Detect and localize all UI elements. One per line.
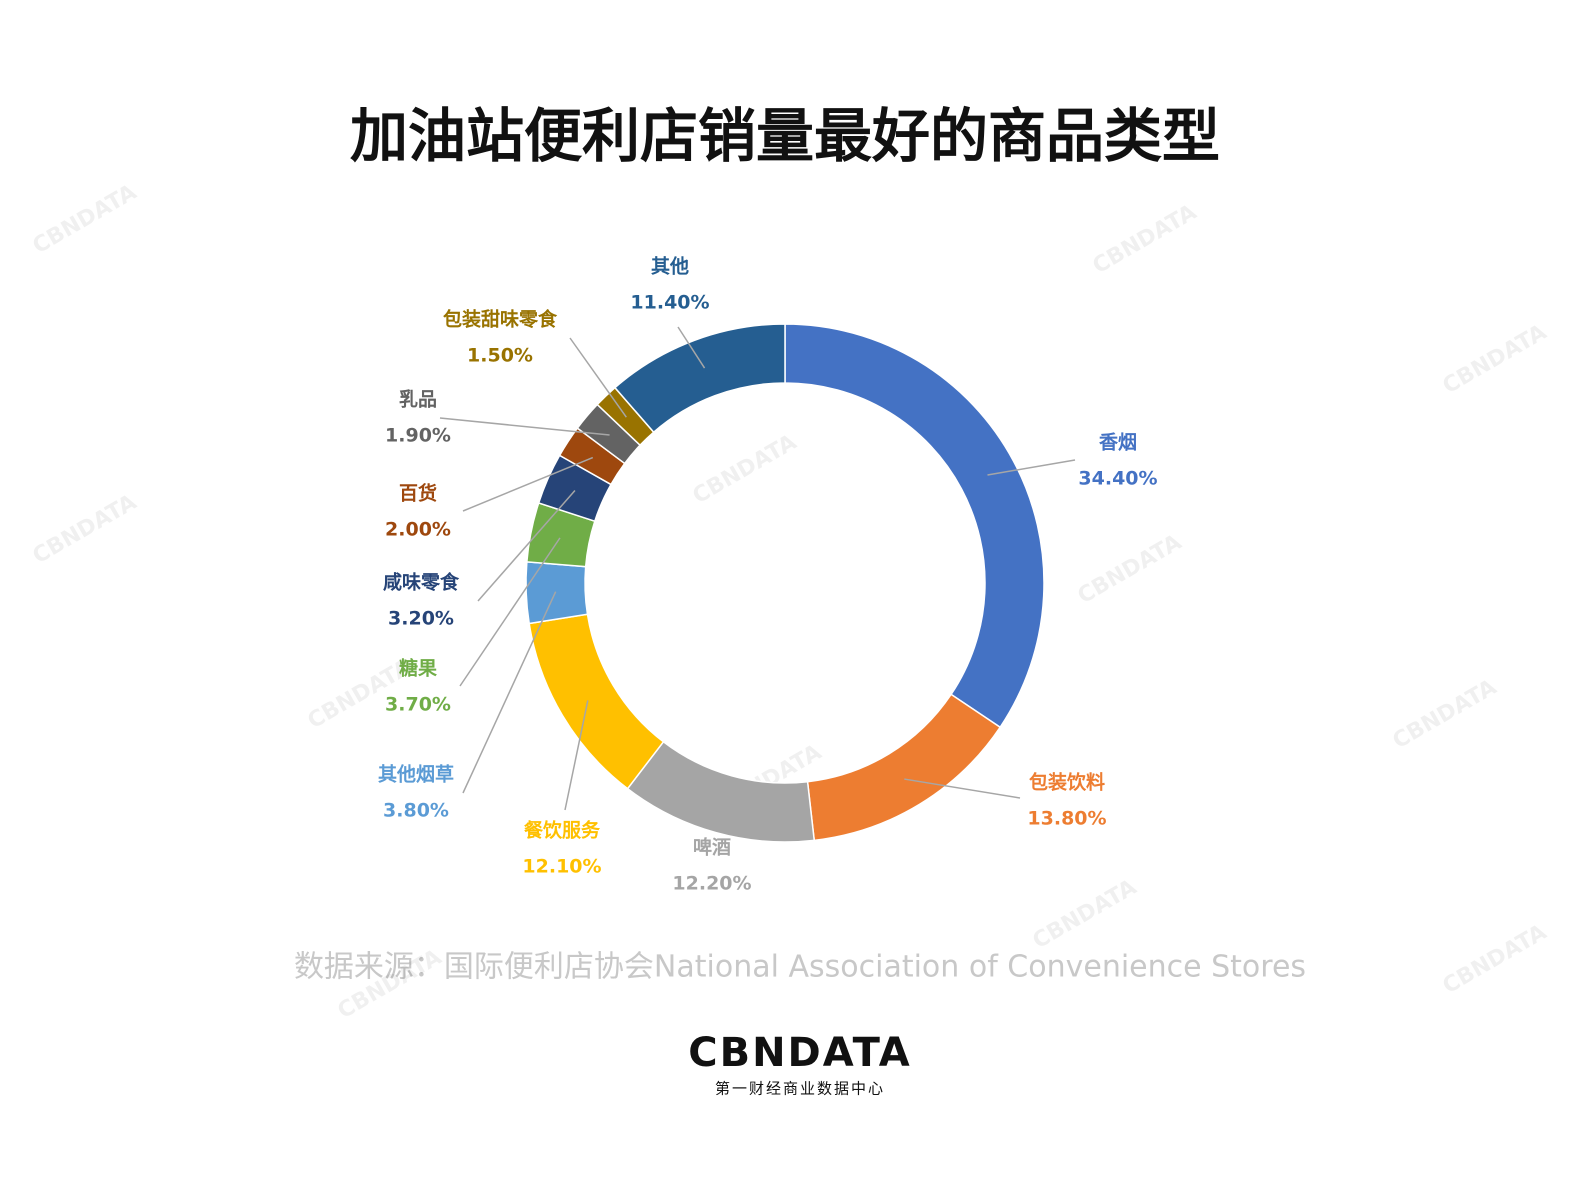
- value-label: 13.80%: [1027, 808, 1106, 830]
- leader-line: [677, 326, 706, 369]
- source: 数据来源：国际便利店协会National Association of Conv…: [294, 950, 1306, 985]
- value-label: 11.40%: [630, 292, 709, 314]
- watermark: CBNDATA: [1029, 875, 1141, 954]
- slice: [613, 323, 786, 434]
- leader-line: [904, 778, 1021, 799]
- watermark: CBNDATA: [1439, 320, 1551, 399]
- category-label: 啤酒: [693, 836, 731, 859]
- leader-line: [569, 337, 627, 418]
- value-label: 3.70%: [385, 694, 451, 716]
- watermark: CBNDATA: [1074, 530, 1186, 609]
- category-label: 咸味零食: [383, 571, 460, 594]
- category-label: 香烟: [1098, 431, 1137, 454]
- watermark: CBNDATA: [29, 490, 141, 569]
- watermark: CBNDATA: [689, 430, 801, 509]
- category-label: 其他: [651, 255, 689, 278]
- slice: [528, 613, 665, 790]
- category-label: 糖果: [399, 657, 437, 680]
- logo-name: CBNDATA: [688, 1030, 912, 1076]
- leader-line: [987, 459, 1076, 476]
- watermark: CBNDATA: [1439, 920, 1551, 999]
- category-label: 餐饮服务: [524, 819, 601, 842]
- value-label: 12.10%: [522, 856, 601, 878]
- logo-subtitle: 第一财经商业数据中心: [715, 1080, 885, 1098]
- leader-line: [564, 700, 589, 811]
- leader-line: [477, 490, 576, 602]
- leader-line: [459, 537, 561, 687]
- value-label: 34.40%: [1078, 468, 1157, 490]
- watermark: CBNDATA: [1089, 200, 1201, 279]
- category-label: 包装甜味零食: [443, 308, 558, 331]
- value-label: 3.20%: [388, 608, 454, 630]
- leader-line: [462, 456, 594, 512]
- category-label: 百货: [399, 482, 437, 505]
- value-label: 2.00%: [385, 519, 451, 541]
- slice: [525, 561, 589, 625]
- leader-line: [439, 417, 610, 436]
- value-label: 3.80%: [383, 800, 449, 822]
- watermark: CBNDATA: [29, 180, 141, 259]
- category-label: 乳品: [399, 388, 437, 411]
- category-label: 其他烟草: [378, 763, 454, 786]
- value-label: 1.90%: [385, 425, 451, 447]
- category-label: 包装饮料: [1029, 771, 1105, 794]
- chart-title: 加油站便利店销量最好的商品类型: [350, 102, 1220, 170]
- value-label: 12.20%: [672, 873, 751, 895]
- slice: [784, 323, 1045, 729]
- slice: [806, 693, 1002, 842]
- watermark: CBNDATA: [1389, 675, 1501, 754]
- leader-line: [462, 591, 557, 794]
- value-label: 1.50%: [467, 345, 533, 367]
